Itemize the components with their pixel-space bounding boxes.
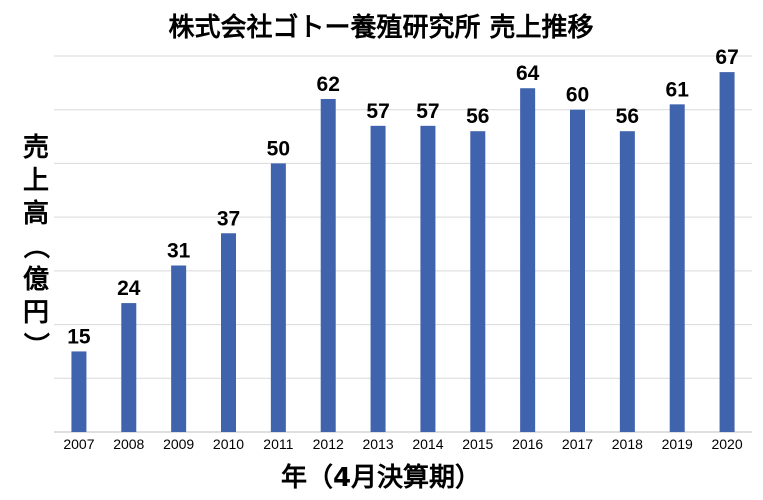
value-label-2019: 61 [666,78,690,101]
x-tick-2011: 2011 [263,436,293,452]
bar-2016 [520,88,536,432]
value-label-2014: 57 [416,100,439,123]
value-label-2010: 37 [217,207,240,230]
value-label-2011: 50 [267,137,290,160]
x-tick-2015: 2015 [462,436,493,452]
bars [71,72,735,432]
value-labels: 15 24 31 37 50 62 57 57 56 64 60 56 61 67 [67,46,739,348]
x-tick-2013: 2013 [362,436,393,452]
bar-2017 [570,109,585,432]
value-label-2018: 56 [616,105,639,128]
y-axis-label-char: 上 [23,166,49,196]
value-label-2016: 64 [516,62,540,85]
bar-2018 [619,131,635,432]
x-tick-2007: 2007 [63,436,94,452]
value-label-2008: 24 [117,277,141,300]
x-tick-2018: 2018 [612,436,643,452]
value-label-2012: 62 [317,73,340,96]
value-label-2020: 67 [715,46,738,69]
x-tick-2008: 2008 [113,436,144,452]
bar-2015 [470,131,486,432]
value-label-2015: 56 [466,105,489,128]
chart-title: 株式会社ゴトー養殖研究所 売上推移 [168,12,593,43]
bar-2013 [370,125,386,432]
bar-2020 [719,72,735,432]
y-axis-label-char: 億 [23,265,49,295]
bar-2011 [270,163,286,432]
bar-2007 [71,351,87,432]
bar-2019 [669,104,685,432]
bar-2010 [221,233,236,432]
bar-2012 [320,98,336,432]
x-tick-2016: 2016 [512,436,543,452]
x-tick-2010: 2010 [213,436,244,452]
y-axis-label-char: 高 [23,198,49,229]
bar-2014 [420,125,436,432]
bar-2008 [121,303,137,432]
y-axis-label: 売上高 （ 億円 ） [20,133,50,358]
x-tick-2017: 2017 [562,436,593,452]
x-axis-label: 年（4月決算期） [281,462,481,493]
bar-2009 [171,265,187,432]
x-tick-2014: 2014 [412,436,443,452]
value-label-2013: 57 [366,100,389,123]
gridlines [54,55,752,433]
y-axis-label-char: 売 [23,133,49,163]
x-tick-2019: 2019 [662,436,693,452]
x-tick-labels: 2007 2008 2009 2010 2011 2012 2013 2014 2015 2016… [63,436,743,452]
x-tick-2012: 2012 [313,436,344,452]
value-label-2009: 31 [167,239,191,262]
x-tick-2020: 2020 [711,436,742,452]
value-label-2017: 60 [566,84,589,107]
x-tick-2009: 2009 [163,436,194,452]
y-axis-label-char: 円 [23,298,49,328]
value-label-2007: 15 [67,325,91,348]
y-axis-label-char: （ [20,233,50,259]
y-axis-label-char: ） [20,332,50,358]
